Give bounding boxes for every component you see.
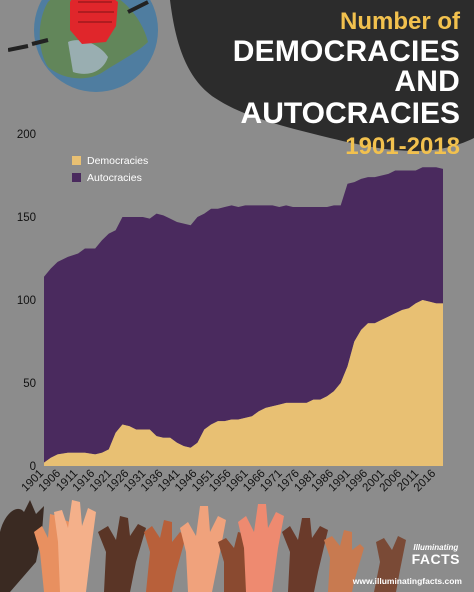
y-tick-label: 100 — [17, 295, 36, 307]
legend-label-democracies: Democracies — [87, 155, 148, 167]
globe-fist-icon — [8, 0, 158, 92]
y-tick-label: 0 — [30, 461, 36, 473]
brand-url: www.illuminatingfacts.com — [352, 576, 462, 586]
area-series-democracies — [44, 300, 443, 466]
brand-line-1: Illuminating — [413, 543, 459, 552]
brand-logo: Illuminating FACTS — [411, 543, 460, 567]
area-series-autocracies — [44, 167, 443, 463]
title-line-2: DEMOCRACIES AND — [232, 35, 460, 98]
title-line-3: AUTOCRACIES — [240, 97, 460, 130]
title-line-1: Number of — [340, 8, 460, 35]
y-tick-label: 150 — [17, 212, 36, 224]
header-banner — [170, 0, 474, 152]
raised-hands-illustration — [0, 500, 406, 592]
brand-line-2: FACTS — [411, 551, 460, 567]
title-years: 1901-2018 — [345, 133, 460, 160]
legend-label-autocracies: Autocracies — [87, 172, 142, 184]
legend-swatch-autocracies — [72, 173, 81, 182]
title-block: Number of DEMOCRACIES AND AUTOCRACIES 19… — [160, 10, 460, 159]
y-tick-label: 50 — [23, 378, 36, 390]
legend-swatch-democracies — [72, 156, 81, 165]
y-tick-label: 200 — [17, 129, 36, 141]
